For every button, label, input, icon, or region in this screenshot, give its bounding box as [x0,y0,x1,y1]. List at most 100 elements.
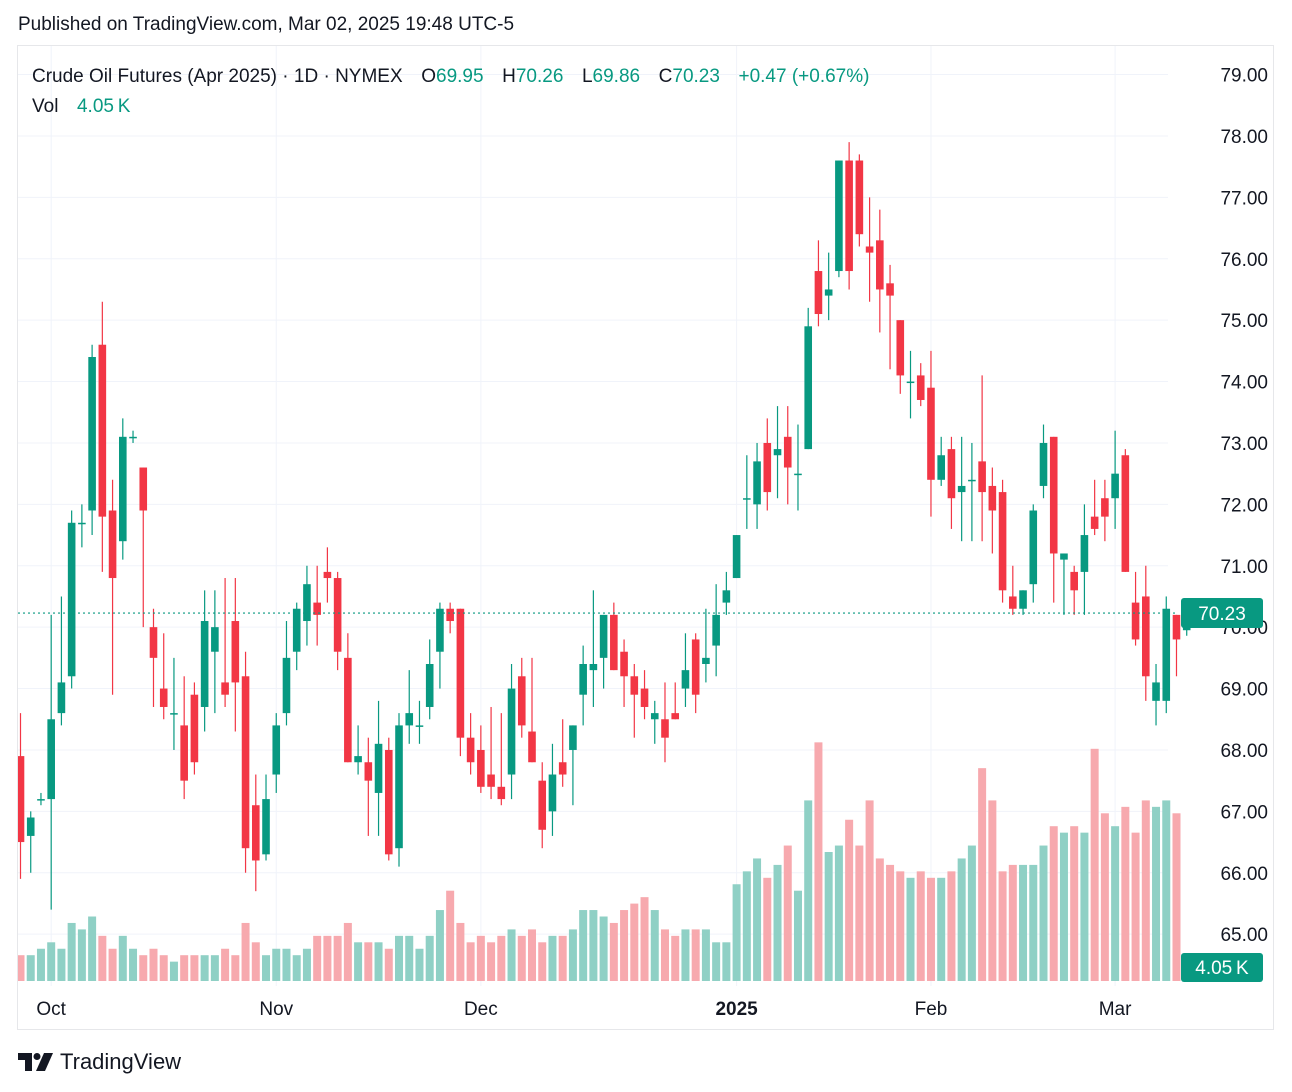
candle-body[interactable] [497,786,506,800]
candle-body[interactable] [415,725,424,727]
candle-body[interactable] [804,326,813,450]
candle-body[interactable] [1090,516,1099,529]
candle-body[interactable] [477,749,485,787]
candle-body[interactable] [1162,608,1171,701]
candle-body[interactable] [436,608,444,652]
candle-body[interactable] [303,584,311,622]
candle-body[interactable] [610,614,618,671]
candle-body[interactable] [671,713,680,720]
candle-body[interactable] [865,246,874,253]
candle-body[interactable] [968,479,976,482]
candle-body[interactable] [129,436,137,439]
candle-body[interactable] [589,664,598,671]
candle-body[interactable] [691,639,700,695]
candle-body[interactable] [1009,596,1017,609]
candle-body[interactable] [855,160,864,235]
candle-body[interactable] [487,774,495,787]
candle-body[interactable] [712,614,720,646]
candle-body[interactable] [886,283,894,296]
candle-body[interactable] [466,737,475,763]
candle-body[interactable] [794,473,802,476]
candle-body[interactable] [190,694,199,763]
candle-body[interactable] [374,743,383,793]
candle-body[interactable] [763,442,772,493]
candle-body[interactable] [1070,571,1078,591]
candle-body[interactable] [139,467,148,511]
legend-volume-label[interactable]: Vol [32,96,59,117]
candle-body[interactable] [78,522,86,525]
candle-body[interactable] [1080,535,1089,572]
candle-body[interactable] [456,608,465,738]
candle-body[interactable] [916,375,925,400]
candle-body[interactable] [251,805,260,861]
candle-body[interactable] [1029,510,1038,585]
candle-body[interactable] [630,676,639,695]
candle-body[interactable] [57,682,66,714]
candle-body[interactable] [722,590,731,603]
candle-body[interactable] [446,608,454,622]
candle-body[interactable] [272,725,281,775]
candle-body[interactable] [425,664,434,707]
candle-body[interactable] [978,461,986,493]
candle-body[interactable] [88,357,96,511]
candle-body[interactable] [384,749,393,855]
candle-body[interactable] [1111,473,1119,499]
candle-body[interactable] [814,271,823,315]
candle-body[interactable] [119,436,127,542]
candle-body[interactable] [998,492,1007,591]
last-price-badge[interactable] [1181,598,1263,629]
candle-body[interactable] [262,799,270,855]
tradingview-footer[interactable]: TradingView [18,1049,181,1075]
candle-body[interactable] [743,498,751,500]
candle-body[interactable] [149,627,158,658]
legend-symbol[interactable]: Crude Oil Futures (Apr 2025) [32,66,277,87]
candle-body[interactable] [957,485,966,493]
candle-body[interactable] [37,799,45,801]
candle-body[interactable] [937,455,945,480]
candle-body[interactable] [364,762,373,781]
candle-body[interactable] [753,461,761,505]
candle-body[interactable] [896,320,905,376]
candle-body[interactable] [824,289,833,296]
candle-body[interactable] [344,657,352,763]
candle-body[interactable] [579,664,587,695]
candle-body[interactable] [1049,436,1058,554]
candle-body[interactable] [47,719,55,800]
candle-body[interactable] [845,160,853,272]
candle-body[interactable] [620,651,628,677]
candle-body[interactable] [405,713,414,726]
candle-body[interactable] [159,688,168,707]
candle-body[interactable] [650,713,659,720]
candle-body[interactable] [732,535,741,579]
candle-body[interactable] [1142,596,1150,677]
candle-body[interactable] [108,510,117,579]
candle-body[interactable] [702,657,710,664]
candle-body[interactable] [323,571,332,579]
candle-body[interactable] [313,602,321,615]
candle-body[interactable] [1172,614,1181,640]
candle-body[interactable] [558,762,567,775]
candle-body[interactable] [947,449,956,499]
candle-body[interactable] [988,485,997,511]
candle-body[interactable] [292,608,301,652]
candle-body[interactable] [681,670,690,689]
candle-body[interactable] [354,756,362,763]
candle-body[interactable] [26,817,35,836]
candle-body[interactable] [221,682,229,695]
candle-body[interactable] [927,387,935,480]
candle-body[interactable] [98,344,107,517]
candle-body[interactable] [528,731,536,763]
candle-body[interactable] [231,621,240,683]
candle-body[interactable] [661,719,669,738]
candle-body[interactable] [67,522,76,677]
candle-body[interactable] [18,756,25,843]
candle-body[interactable] [1152,682,1160,701]
candle-body[interactable] [395,725,403,849]
candle-body[interactable] [640,688,649,707]
candlestick-chart[interactable]: 65.0066.0067.0068.0069.0070.0071.0072.00… [18,46,1275,1031]
candle-body[interactable] [507,688,516,775]
candle-body[interactable] [1060,553,1068,560]
candle-body[interactable] [569,725,577,750]
candle-body[interactable] [835,160,843,272]
candle-body[interactable] [1101,498,1109,517]
